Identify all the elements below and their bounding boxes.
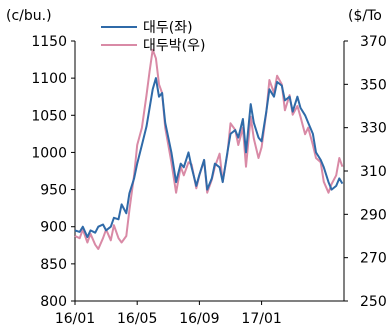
left-tick-label: 1000	[31, 145, 67, 161]
left-tick-label: 1100	[31, 71, 67, 87]
x-tick-label: 16/01	[55, 311, 95, 327]
right-axis-unit: ($/To	[348, 8, 382, 24]
right-tick-label: 370	[360, 34, 387, 50]
right-tick-label: 330	[360, 121, 387, 137]
legend-label-soymeal: 대두박(우)	[143, 38, 205, 54]
left-tick-label: 950	[40, 183, 67, 199]
right-tick-label: 310	[360, 164, 387, 180]
left-tick-label: 800	[40, 294, 67, 310]
series-line-soybean	[74, 77, 344, 239]
left-tick-label: 1150	[31, 34, 67, 50]
left-axis-unit: (c/bu.)	[6, 8, 52, 24]
x-tick-labels: 16/01 16/05 16/09 17/01	[55, 301, 282, 327]
x-tick-label: 16/05	[117, 311, 157, 327]
legend-label-soybean: 대두(좌)	[143, 20, 193, 36]
right-tick-label: 250	[360, 294, 387, 310]
x-tick-label: 17/01	[241, 311, 281, 327]
right-tick-label: 290	[360, 207, 387, 223]
x-tick-label: 16/09	[179, 311, 219, 327]
series-group	[74, 48, 344, 250]
right-tick-labels: 370 350 330 310 290 270 250	[344, 34, 387, 310]
left-tick-labels: 1150 1100 1050 1000 950 900 850 800	[31, 34, 75, 310]
left-tick-label: 850	[40, 257, 67, 273]
left-tick-label: 900	[40, 220, 67, 236]
legend: 대두(좌) 대두박(우)	[101, 20, 205, 54]
right-tick-label: 350	[360, 77, 387, 93]
left-tick-label: 1050	[31, 108, 67, 124]
right-tick-label: 270	[360, 251, 387, 267]
series-line-soymeal	[74, 48, 344, 250]
